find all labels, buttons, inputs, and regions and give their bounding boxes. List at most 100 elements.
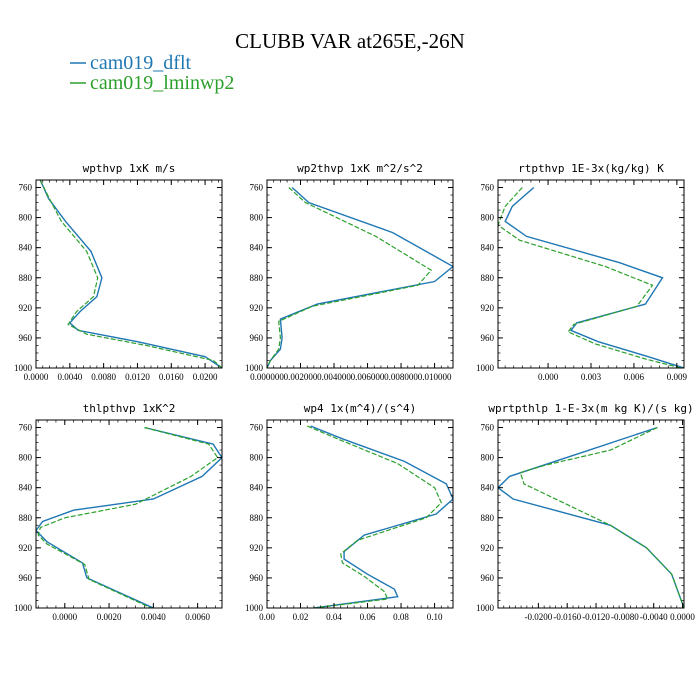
x-tick-label: 0.00 [259, 612, 275, 622]
x-tick-label: -0.0080 [611, 612, 639, 622]
y-tick-label: 800 [250, 453, 264, 463]
y-tick-label: 760 [250, 423, 264, 433]
x-tick-label: 0.006000 [351, 372, 385, 382]
series-line-cam019_dflt [36, 426, 222, 608]
series-line-cam019_lminwp2 [498, 187, 682, 368]
series-line-cam019_lminwp2 [267, 187, 433, 368]
panel-title: wp2thvp 1xK m^2/s^2 [297, 162, 423, 175]
y-tick-label: 960 [19, 573, 33, 583]
figure-title: CLUBB VAR at265E,-26N [235, 29, 465, 53]
y-tick-label: 840 [19, 483, 33, 493]
legend-label-dflt: cam019_dflt [90, 52, 192, 74]
plot-frame [266, 179, 454, 369]
plot-frame [35, 419, 223, 609]
panel-4: thlpthvp 1xK^2 760 800 840 880 920 960 1000 0.00… [14, 402, 223, 622]
y-tick-label: 800 [481, 213, 495, 223]
x-tick-label: 0.0120 [125, 372, 150, 382]
x-tick-label: 0.000 [538, 372, 559, 382]
y-tick-label: 760 [481, 423, 495, 433]
x-tick-label: 0.04 [326, 612, 342, 622]
panel-title: wpthvp 1xK m/s [83, 162, 176, 175]
y-tick-label: 800 [481, 453, 495, 463]
x-tick-label: 0.009 [667, 372, 688, 382]
x-tick-label: -0.0040 [640, 612, 668, 622]
legend: cam019_dflt cam019_lminwp2 [70, 52, 234, 94]
y-tick-label: 1000 [245, 363, 264, 373]
y-tick-label: 840 [481, 243, 495, 253]
y-tick-label: 760 [481, 183, 495, 193]
plot-frame [35, 179, 223, 369]
plot-frame [266, 419, 454, 609]
y-tick-label: 1000 [14, 603, 33, 613]
x-tick-label: 0.0160 [159, 372, 184, 382]
y-tick-label: 920 [19, 303, 33, 313]
series-line-cam019_lminwp2 [37, 426, 219, 608]
y-tick-label: 840 [250, 243, 264, 253]
x-tick-label: 0.0200 [193, 372, 218, 382]
series-line-cam019_lminwp2 [519, 426, 684, 608]
y-tick-label: 760 [19, 423, 33, 433]
x-tick-label: -0.0200 [524, 612, 552, 622]
x-tick-label: -0.0160 [553, 612, 581, 622]
panel-title: rtpthvp 1E-3x(kg/kg) K [518, 162, 664, 175]
y-tick-label: 880 [19, 273, 33, 283]
x-tick-label: 0.08 [393, 612, 409, 622]
series-line-cam019_lminwp2 [306, 425, 443, 608]
y-tick-label: 920 [481, 543, 495, 553]
x-tick-label: 0.0000 [670, 612, 695, 622]
series-line-cam019_dflt [39, 180, 222, 368]
series-line-cam019_dflt [267, 186, 453, 368]
y-tick-label: 920 [250, 303, 264, 313]
y-tick-label: 920 [19, 543, 33, 553]
series-line-cam019_lminwp2 [39, 180, 222, 368]
x-tick-label: 0.06 [360, 612, 376, 622]
panel-5: wp4 1x(m^4)/(s^4)76080084088092096010000… [245, 402, 454, 622]
panel-3: rtpthvp 1E-3x(kg/kg) K 760 800 840 880 920 960… [476, 162, 687, 382]
y-tick-label: 800 [19, 453, 33, 463]
legend-label-lminwp2: cam019_lminwp2 [90, 72, 234, 94]
y-tick-label: 760 [19, 183, 33, 193]
y-tick-label: 880 [19, 513, 33, 523]
y-tick-label: 960 [19, 333, 33, 343]
x-tick-label: 0.0000 [52, 612, 77, 622]
x-tick-label: 0.003 [581, 372, 602, 382]
x-tick-label: 0.000000 [250, 372, 284, 382]
x-tick-label: 0.0040 [57, 372, 82, 382]
panel-1: wpthvp 1xK m/s76080084088092096010000.00… [14, 162, 223, 382]
y-tick-label: 840 [481, 483, 495, 493]
panel-2: wp2thvp 1xK m^2/s^2 760 800 840 880 920 960 100… [245, 162, 454, 382]
panels: wpthvp 1xK m/s76080084088092096010000.00… [14, 162, 695, 622]
x-tick-label: 0.006 [624, 372, 645, 382]
y-tick-label: 880 [481, 273, 495, 283]
x-tick-label: 0.0060 [185, 612, 210, 622]
x-tick-label: 0.010000 [418, 372, 452, 382]
y-tick-label: 840 [250, 483, 264, 493]
y-tick-label: 920 [481, 303, 495, 313]
y-tick-label: 1000 [476, 363, 495, 373]
plot-frame [497, 179, 685, 369]
x-tick-label: 0.008000 [384, 372, 418, 382]
y-tick-label: 1000 [14, 363, 33, 373]
x-tick-label: 0.0000 [24, 372, 49, 382]
series-line-cam019_dflt [504, 186, 684, 368]
x-tick-label: 0.0040 [141, 612, 166, 622]
panel-title: thlpthvp 1xK^2 [83, 402, 176, 415]
y-tick-label: 760 [250, 183, 264, 193]
y-tick-label: 920 [250, 543, 264, 553]
y-tick-label: 880 [250, 513, 264, 523]
y-tick-label: 880 [250, 273, 264, 283]
y-tick-label: 960 [250, 573, 264, 583]
x-tick-label: 0.02 [293, 612, 309, 622]
x-tick-label: 0.0080 [91, 372, 116, 382]
y-tick-label: 880 [481, 513, 495, 523]
y-tick-label: 800 [250, 213, 264, 223]
y-tick-label: 840 [19, 243, 33, 253]
panel-6: wprtpthlp 1-E-3x(m kg K)/(s kg) 760 800 840… [476, 402, 695, 622]
panel-title: wp4 1x(m^4)/(s^4) [304, 402, 417, 415]
x-tick-label: 0.004000 [317, 372, 351, 382]
y-tick-label: 960 [481, 573, 495, 583]
x-tick-label: 0.0020 [97, 612, 122, 622]
plot-frame [497, 419, 685, 609]
x-tick-label: 0.10 [427, 612, 443, 622]
